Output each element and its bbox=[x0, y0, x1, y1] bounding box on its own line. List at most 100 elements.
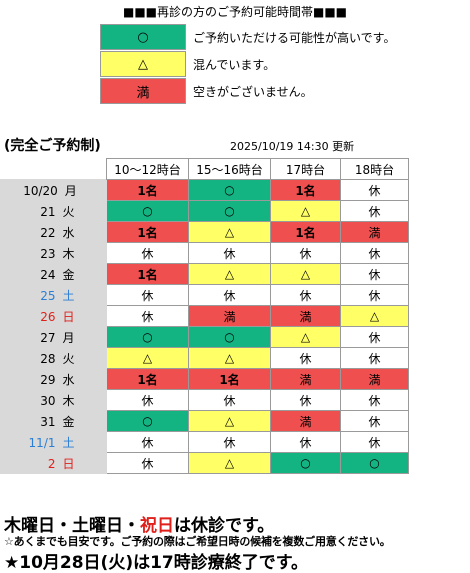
row-date-cell: 11/1 土 bbox=[0, 431, 107, 453]
slot-cell: 1名 bbox=[188, 368, 271, 390]
closed-days-notice: 木曜日・土曜日・祝日は休診です。 bbox=[4, 511, 274, 536]
row-weekday: 水 bbox=[62, 372, 75, 387]
row-date-cell: 22 水 bbox=[0, 221, 107, 243]
slot-cell: ○ bbox=[188, 200, 271, 222]
slot-cell: 満 bbox=[188, 305, 271, 327]
slot-cell: 満 bbox=[270, 410, 341, 432]
slot-cell: 休 bbox=[270, 284, 341, 306]
row-weekday: 日 bbox=[62, 456, 75, 471]
slot-cell: △ bbox=[188, 452, 271, 474]
row-date: 21 bbox=[40, 204, 56, 219]
slot-cell: △ bbox=[188, 263, 271, 285]
row-weekday: 金 bbox=[62, 267, 75, 282]
legend-text-full: 空きがございません。 bbox=[193, 85, 313, 99]
slot-cell: ○ bbox=[188, 326, 271, 348]
slot-cell: △ bbox=[188, 410, 271, 432]
slot-cell: 休 bbox=[340, 242, 409, 264]
slot-cell: 休 bbox=[340, 284, 409, 306]
schedule-table: 10〜12時台 15〜16時台 17時台 18時台 10/20 月 1名 ○ 1名休 21… bbox=[0, 158, 409, 474]
schedule-row: 29 水 1名 1名満満 bbox=[0, 368, 409, 390]
schedule-row: 23 木休休休休 bbox=[0, 242, 409, 264]
slot-cell: 1名 bbox=[106, 221, 189, 243]
schedule-row: 25 土休休休休 bbox=[0, 284, 409, 306]
row-date-cell: 24 金 bbox=[0, 263, 107, 285]
slot-cell: 休 bbox=[188, 242, 271, 264]
row-date: 30 bbox=[40, 393, 56, 408]
slot-cell: 1名 bbox=[106, 179, 189, 201]
row-weekday: 水 bbox=[62, 225, 75, 240]
legend-row-full: 満 空きがございません。 bbox=[100, 78, 430, 105]
slot-cell: 1名 bbox=[270, 221, 341, 243]
slot-cell: △ bbox=[270, 200, 341, 222]
row-weekday: 木 bbox=[62, 393, 75, 408]
slot-cell: 休 bbox=[188, 284, 271, 306]
slot-cell: 休 bbox=[106, 284, 189, 306]
row-date: 10/20 bbox=[23, 183, 58, 198]
row-weekday: 土 bbox=[62, 288, 75, 303]
slot-cell: 休 bbox=[340, 179, 409, 201]
slot-cell: 休 bbox=[340, 200, 409, 222]
row-date-cell: 29 水 bbox=[0, 368, 107, 390]
closed-days-prefix: 木曜日・土曜日・ bbox=[4, 516, 140, 536]
slot-cell: 休 bbox=[106, 389, 189, 411]
slot-cell: 休 bbox=[106, 242, 189, 264]
closed-days-holiday: 祝日 bbox=[140, 516, 174, 536]
slot-cell: 満 bbox=[340, 368, 409, 390]
row-date-cell: 21 火 bbox=[0, 200, 107, 222]
legend-row-available: ○ ご予約いただける可能性が高いです。 bbox=[100, 24, 430, 51]
row-date-cell: 10/20 月 bbox=[0, 179, 107, 201]
schedule-row: 31 金 ○ △ 満休 bbox=[0, 410, 409, 432]
row-date: 11/1 bbox=[28, 435, 56, 450]
reservation-guideline-note: ☆あくまでも目安です。ご予約の際はご希望日時の候補を複数ご用意ください。 bbox=[4, 535, 391, 548]
row-date: 25 bbox=[40, 288, 56, 303]
column-header: 18時台 bbox=[340, 158, 409, 180]
special-hours-notice: ★10月28日(火)は17時診療終了です。 bbox=[4, 553, 309, 573]
legend-text-available: ご予約いただける可能性が高いです。 bbox=[193, 31, 396, 45]
row-date: 22 bbox=[40, 225, 56, 240]
row-date-cell: 25 土 bbox=[0, 284, 107, 306]
closed-days-suffix: は休診です。 bbox=[174, 516, 275, 536]
schedule-row: 11/1 土休休休休 bbox=[0, 431, 409, 453]
slot-cell: 満 bbox=[270, 368, 341, 390]
schedule-row: 26 日休満満 △ bbox=[0, 305, 409, 327]
row-date-cell: 26 日 bbox=[0, 305, 107, 327]
slot-cell: △ bbox=[188, 347, 271, 369]
slot-cell: ○ bbox=[106, 326, 189, 348]
schedule-row: 10/20 月 1名 ○ 1名休 bbox=[0, 179, 409, 201]
slot-cell: 1名 bbox=[270, 179, 341, 201]
schedule-row: 27 月 ○ ○ △ 休 bbox=[0, 326, 409, 348]
schedule-header-row: 10〜12時台 15〜16時台 17時台 18時台 bbox=[0, 158, 409, 180]
row-weekday: 金 bbox=[62, 414, 75, 429]
column-header: 10〜12時台 bbox=[106, 158, 189, 180]
reservation-notice: (完全ご予約制) bbox=[4, 138, 101, 154]
slot-cell: 休 bbox=[106, 305, 189, 327]
row-date: 31 bbox=[40, 414, 56, 429]
slot-cell: 休 bbox=[340, 389, 409, 411]
slot-cell: 休 bbox=[188, 431, 271, 453]
slot-cell: 休 bbox=[340, 263, 409, 285]
slot-cell: 休 bbox=[270, 242, 341, 264]
slot-cell: 休 bbox=[340, 410, 409, 432]
header-corner bbox=[0, 158, 107, 180]
row-date: 26 bbox=[40, 309, 56, 324]
row-date: 28 bbox=[40, 351, 56, 366]
row-weekday: 月 bbox=[64, 183, 77, 198]
slot-cell: 休 bbox=[270, 389, 341, 411]
row-date-cell: 27 月 bbox=[0, 326, 107, 348]
row-date: 24 bbox=[40, 267, 56, 282]
legend-title: ■■■再診の方のご予約可能時間帯■■■ bbox=[122, 5, 348, 19]
row-weekday: 月 bbox=[62, 330, 75, 345]
row-date: 27 bbox=[40, 330, 56, 345]
slot-cell: 満 bbox=[340, 221, 409, 243]
slot-cell: ○ bbox=[270, 452, 341, 474]
slot-cell: 休 bbox=[270, 347, 341, 369]
legend-swatch-full: 満 bbox=[100, 78, 186, 104]
row-date: 29 bbox=[40, 372, 56, 387]
schedule-row: 28 火 △ △ 休休 bbox=[0, 347, 409, 369]
row-date-cell: 28 火 bbox=[0, 347, 107, 369]
slot-cell: 満 bbox=[270, 305, 341, 327]
row-weekday: 土 bbox=[62, 435, 75, 450]
legend-text-busy: 混んでいます。 bbox=[193, 58, 276, 72]
slot-cell: △ bbox=[106, 347, 189, 369]
